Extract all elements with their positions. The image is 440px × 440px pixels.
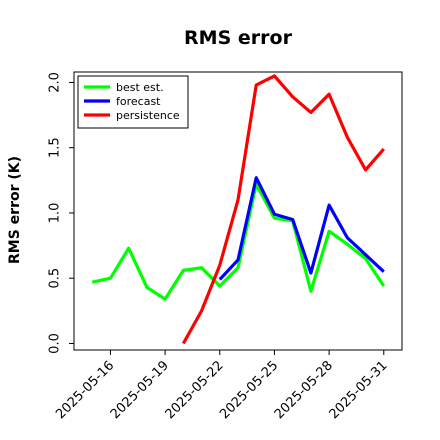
chart-title: RMS error bbox=[184, 27, 293, 49]
y-tick-label: 0.0 bbox=[48, 333, 63, 354]
legend-label: persistence bbox=[116, 109, 180, 122]
plot-area-frame bbox=[73, 71, 403, 351]
y-tick-label: 0.5 bbox=[48, 268, 63, 289]
series-layer bbox=[91, 74, 386, 345]
y-axis-title: RMS error (K) bbox=[7, 156, 23, 264]
y-axis: 0.0 0.5 1.0 1.5 2.0 bbox=[48, 72, 74, 354]
y-tick-label: 2.0 bbox=[48, 72, 63, 93]
y-tick-label: 1.0 bbox=[48, 203, 63, 224]
series-line-forecast bbox=[218, 176, 385, 281]
series-line-persistence bbox=[181, 74, 385, 345]
y-tick-label: 1.5 bbox=[48, 137, 63, 158]
legend-label: forecast bbox=[116, 95, 161, 108]
x-axis: 2025-05-162025-05-192025-05-222025-05-25… bbox=[53, 350, 391, 422]
legend-label: best est. bbox=[116, 81, 164, 94]
x-tick-label: 2025-05-31 bbox=[327, 358, 391, 422]
series-line-best-est- bbox=[91, 182, 386, 301]
